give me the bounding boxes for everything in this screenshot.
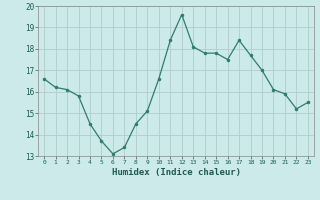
X-axis label: Humidex (Indice chaleur): Humidex (Indice chaleur) <box>111 168 241 177</box>
